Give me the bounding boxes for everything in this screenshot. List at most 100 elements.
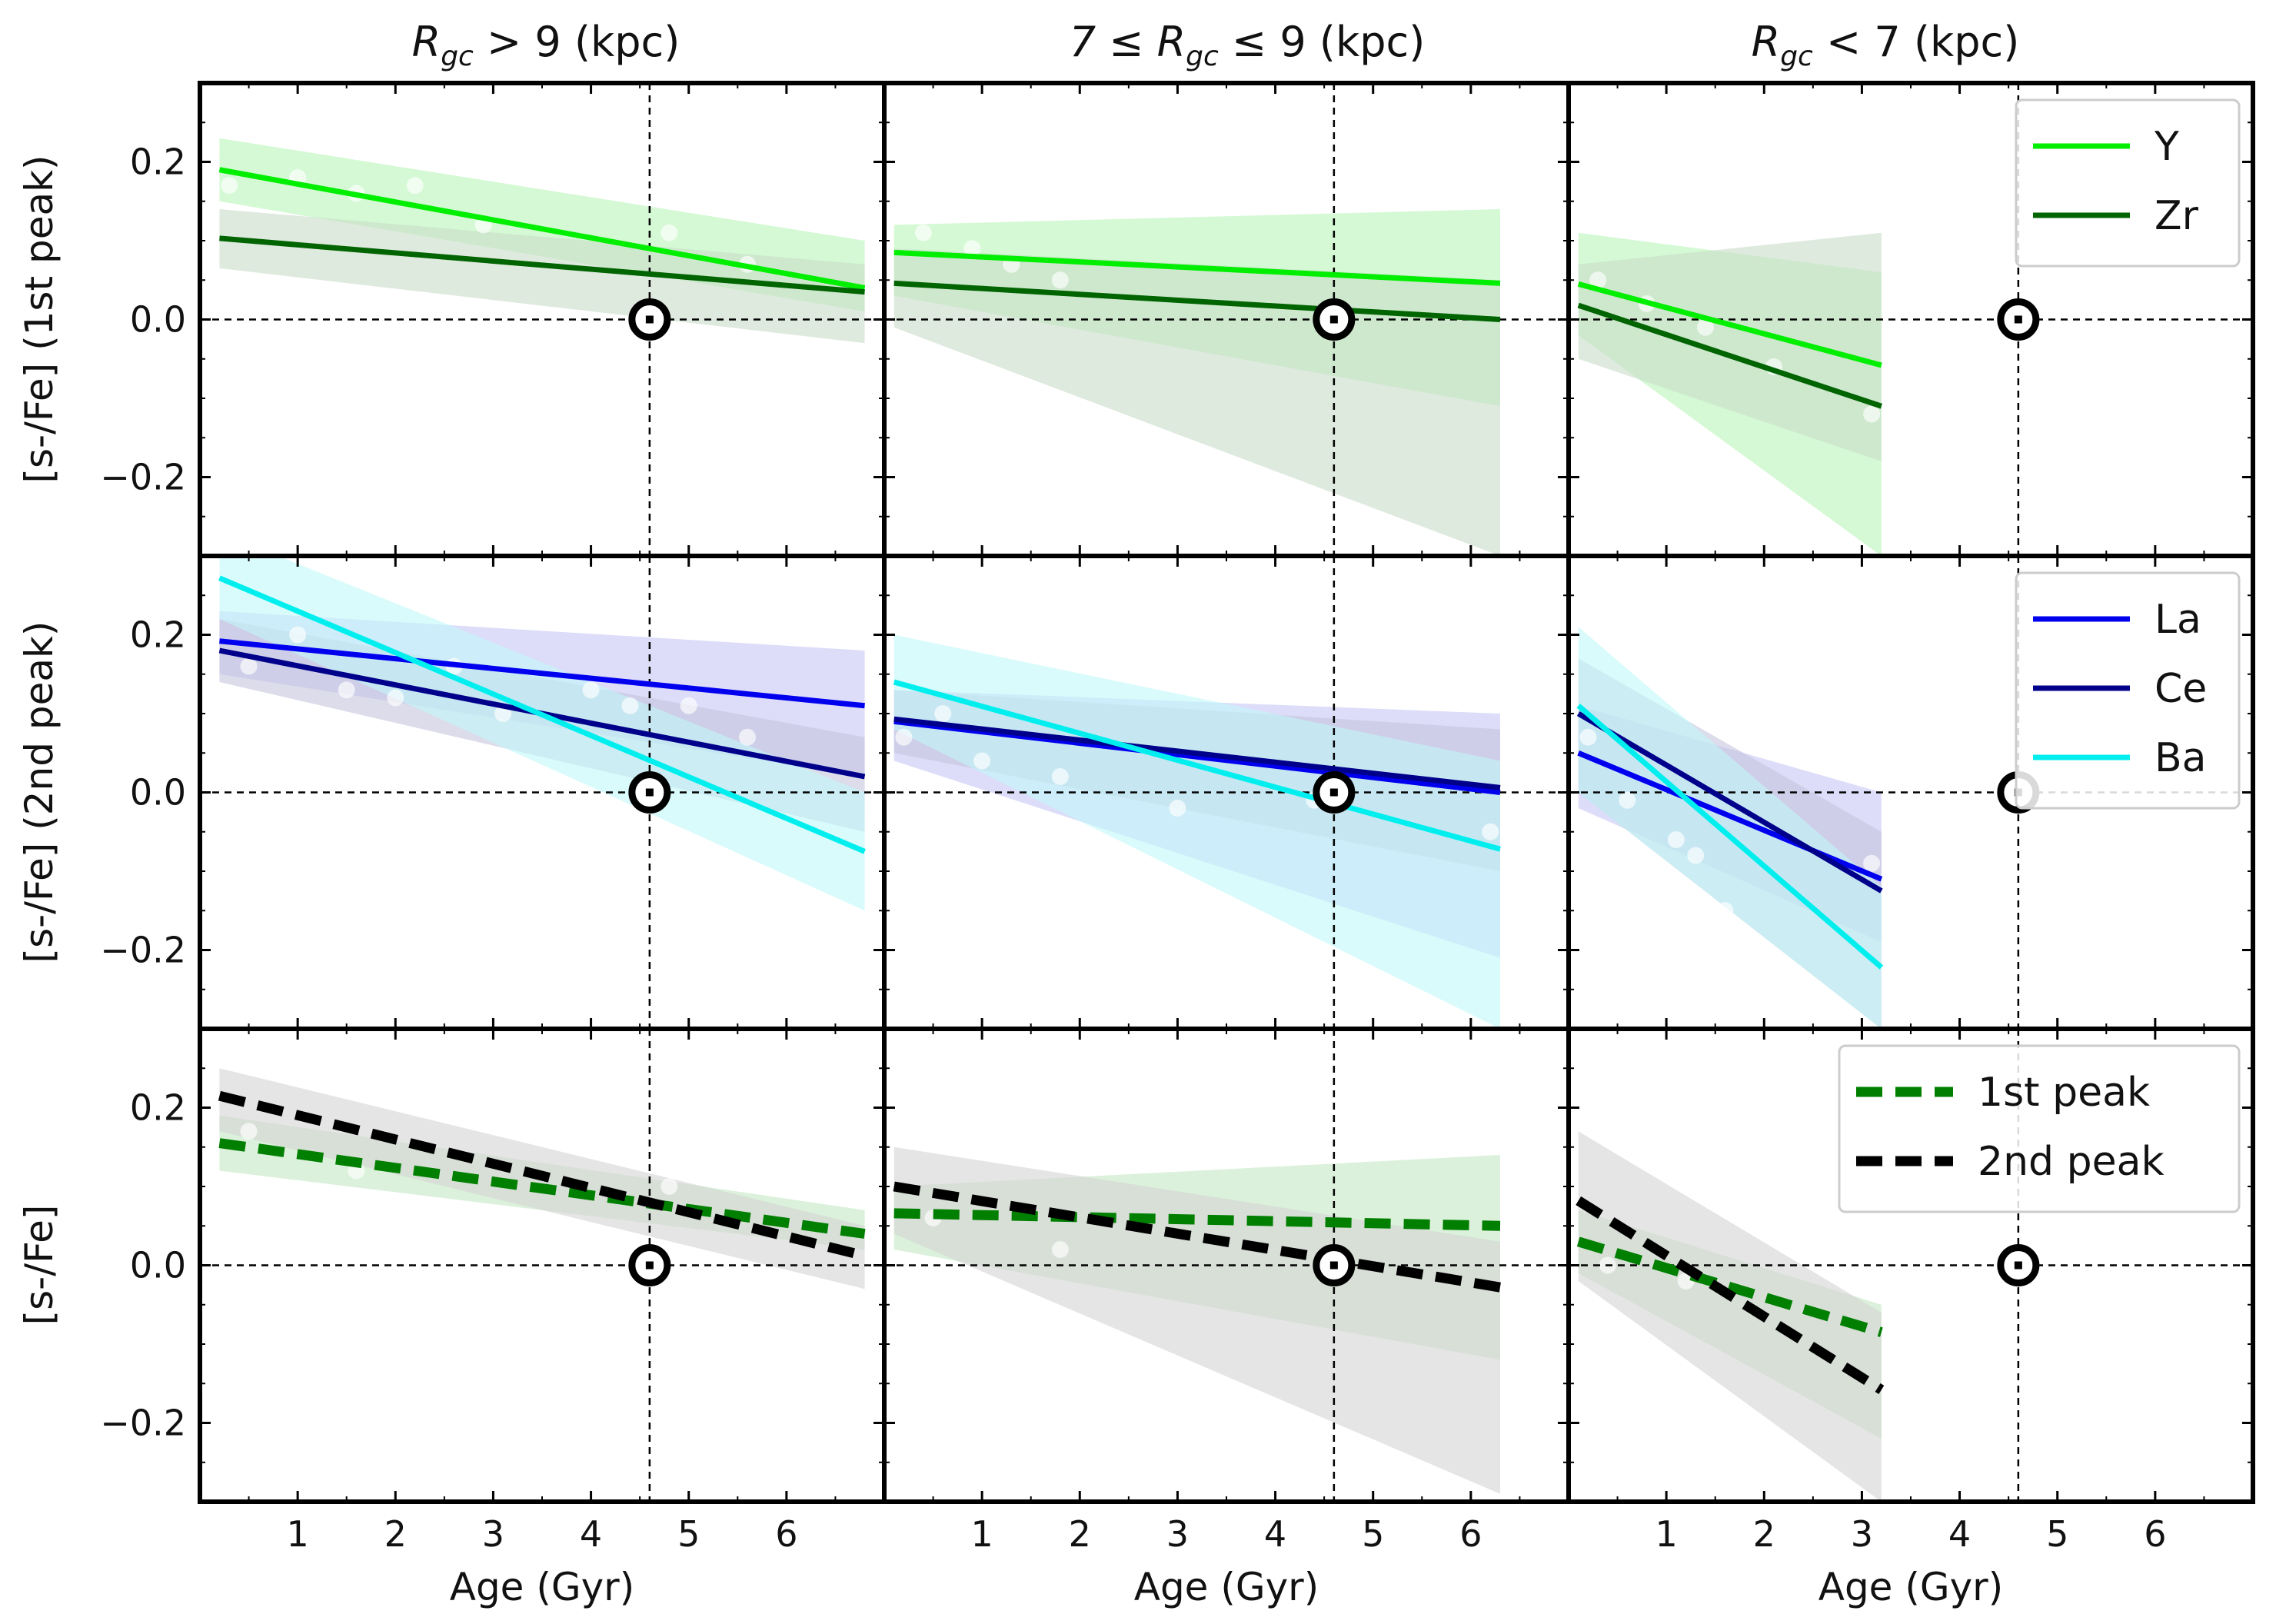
panels-grid: 0.2 0.0 −0.2 Y Zr 0.2 0.0 −0.2 La Ce Ba 0.2 0.0 −0.2 1…	[100, 81, 2255, 1555]
column-title-2: 7 ≤ Rgc ≤ 9 (kpc)	[1070, 18, 1426, 72]
legend-row-2: La Ce Ba	[2015, 571, 2241, 810]
x-tick-label: 6	[1459, 1513, 1482, 1555]
panel-r3-c3: 1 2 3 4 5 6 1st peak 2nd peak	[1566, 1027, 2255, 1555]
legend-label-1st-peak: 1st peak	[1978, 1070, 2150, 1116]
data-point	[1687, 847, 1705, 864]
y-tick-label: 0.0	[130, 1245, 186, 1286]
y-tick-label: 0.0	[130, 772, 186, 814]
fit-line-y	[1577, 281, 1882, 368]
fit-line-ba	[1576, 704, 1884, 970]
fit-line-ba	[218, 575, 866, 854]
sun-symbol-dot	[1329, 1261, 1338, 1270]
legend-label-zr: Zr	[2155, 193, 2199, 239]
x-tick-label: 5	[677, 1513, 700, 1555]
data-point	[661, 1178, 678, 1195]
y-tick-label: −0.2	[100, 457, 186, 498]
data-point	[621, 697, 639, 714]
sun-symbol-dot	[645, 1261, 654, 1270]
fit-line-ba	[893, 679, 1501, 852]
panel-r3-c3-plot-area	[1569, 1029, 2253, 1502]
fit-line-2nd-peak	[218, 1090, 867, 1261]
band-ba	[893, 634, 1500, 1029]
xlabel-3: Age (Gyr)	[1818, 1565, 2004, 1609]
sun-symbol-dot	[1329, 315, 1338, 324]
row-ylabel-3: [s-/Fe]	[17, 1205, 62, 1326]
data-point	[338, 681, 355, 699]
data-point	[1667, 831, 1685, 848]
x-tick-label: 1	[287, 1513, 309, 1555]
x-tick-label: 4	[1948, 1513, 1971, 1555]
data-point	[1697, 318, 1714, 336]
row-ylabel-1: [s-/Fe] (1st peak)	[17, 155, 62, 483]
panel-r2-c3: La Ce Ba	[1566, 554, 2255, 1031]
legend-label-2nd-peak: 2nd peak	[1978, 1139, 2165, 1185]
fit-line-la	[893, 718, 1501, 795]
sun-symbol-dot	[1329, 788, 1338, 797]
legend-row-1: Y Zr	[2015, 98, 2241, 268]
data-point	[1482, 823, 1499, 840]
x-tick-label: 6	[2144, 1513, 2166, 1555]
fit-line-la	[1577, 750, 1883, 882]
fit-line-y	[893, 249, 1501, 286]
panel-r2-c2	[882, 554, 1571, 1031]
legend-label-ce: Ce	[2155, 666, 2207, 712]
data-point	[1716, 902, 1734, 920]
data-point	[1051, 768, 1069, 785]
band-zr	[219, 209, 865, 344]
fit-line-zr	[893, 280, 1501, 322]
data-point	[739, 728, 756, 746]
fit-line-1st-peak	[1576, 1236, 1883, 1337]
x-tick-label: 2	[1753, 1513, 1775, 1555]
sun-symbol-dot	[2014, 315, 2022, 324]
data-point	[963, 240, 981, 258]
legend-label-la: La	[2155, 597, 2201, 643]
band-zr	[1578, 232, 1882, 461]
panel-r3-c2-plot-area	[884, 1029, 1569, 1502]
y-tick-label: −0.2	[100, 1403, 186, 1444]
x-tick-label: 2	[1069, 1513, 1091, 1555]
x-tick-label: 1	[971, 1513, 993, 1555]
panel-r1-c2	[882, 81, 1571, 558]
panel-r3-c1-plot-area	[200, 1029, 884, 1502]
band-2nd-peak	[893, 1146, 1500, 1494]
band-2nd-peak	[1578, 1131, 1882, 1502]
data-point	[387, 689, 404, 707]
panel-r2-c2-plot-area	[884, 556, 1569, 1029]
data-point	[1589, 271, 1607, 289]
fit-line-ce	[1576, 710, 1883, 894]
x-tick-label: 1	[1655, 1513, 1678, 1555]
x-tick-label: 2	[384, 1513, 407, 1555]
panel-r1-c3: Y Zr	[1566, 81, 2255, 558]
sun-symbol-dot	[645, 315, 654, 324]
fit-line-y	[218, 167, 866, 291]
legend-box	[2015, 98, 2241, 268]
data-point	[1677, 1273, 1695, 1290]
row-ylabel-2: [s-/Fe] (2nd peak)	[17, 621, 62, 963]
legend-label-y: Y	[2154, 124, 2179, 170]
data-point	[1051, 1241, 1069, 1258]
data-point	[1863, 854, 1881, 872]
data-point	[582, 681, 600, 699]
fit-line-1st-peak	[893, 1208, 1501, 1231]
sun-symbol-dot	[645, 788, 654, 797]
fit-line-zr	[1577, 302, 1882, 409]
data-point	[406, 177, 424, 195]
x-tick-label: 5	[2046, 1513, 2068, 1555]
fit-line-la	[219, 638, 865, 709]
data-point	[1863, 405, 1881, 423]
column-title-1: Rgc > 9 (kpc)	[412, 18, 680, 72]
data-point	[914, 224, 932, 241]
data-point	[221, 177, 238, 195]
fit-line-zr	[219, 235, 865, 295]
x-tick-label: 4	[1264, 1513, 1286, 1555]
y-tick-label: 0.2	[130, 1087, 186, 1129]
x-tick-label: 6	[775, 1513, 797, 1555]
panel-r3-c2: 1 2 3 4 5 6	[882, 1027, 1571, 1555]
fit-line-1st-peak	[218, 1138, 866, 1239]
x-tick-label: 3	[1166, 1513, 1189, 1555]
x-tick-label: 4	[580, 1513, 602, 1555]
fit-line-2nd-peak	[1576, 1196, 1885, 1394]
panel-r2-c1-plot-area	[200, 556, 884, 1029]
column-title-3: Rgc < 7 (kpc)	[1752, 18, 2020, 72]
